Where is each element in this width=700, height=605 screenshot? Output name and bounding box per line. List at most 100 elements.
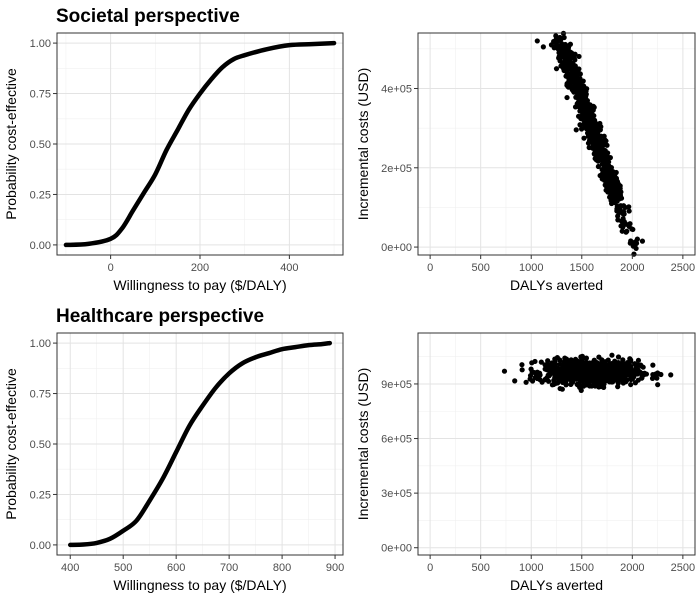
scatter-point	[635, 371, 641, 377]
scatter-point	[542, 362, 548, 368]
scatter-point	[577, 383, 583, 389]
scatter-point	[597, 147, 603, 153]
y-tick-label: 9e+05	[381, 379, 412, 391]
scatter-point	[592, 374, 599, 381]
scatter-point	[592, 148, 599, 154]
y-tick-label: 0e+00	[381, 242, 412, 254]
scatter-point	[568, 357, 574, 363]
x-axis-label: DALYs averted	[510, 577, 603, 593]
scatter-point	[589, 368, 595, 374]
scatter-point	[615, 380, 621, 386]
scatter-point	[565, 363, 571, 369]
scatter-point	[577, 359, 584, 365]
scatter-point	[581, 83, 587, 89]
scatter-point	[626, 363, 633, 370]
scatter-point	[598, 124, 604, 130]
scatter-point	[639, 238, 646, 244]
scatter-point	[532, 358, 538, 365]
scatter-point	[613, 169, 619, 176]
scatter-point	[601, 177, 608, 183]
scatter-point	[616, 376, 622, 382]
y-tick-label: 1.00	[30, 38, 51, 50]
scatter-point	[639, 370, 645, 376]
scatter-point	[548, 42, 555, 48]
y-tick-label: 0.50	[30, 439, 51, 451]
scatter-point	[586, 372, 592, 379]
scatter-point	[588, 364, 595, 370]
scatter-point	[615, 217, 621, 223]
scatter-point	[583, 363, 589, 369]
scatter-point	[590, 116, 596, 122]
x-tick-label: 1000	[519, 562, 543, 574]
y-tick-label: 0.25	[30, 189, 51, 201]
scatter-point	[650, 371, 656, 378]
x-tick-label: 600	[167, 562, 185, 574]
scatter-point	[593, 370, 599, 376]
panel-bottom-right: 0 500 1000 1500 2000 2500 0e+00 3e+05 6e+05 9e+05…	[355, 332, 696, 593]
x-tick-label: 2000	[620, 262, 644, 274]
scatter-point	[564, 94, 570, 101]
scatter-point	[596, 384, 602, 390]
scatter-point	[570, 367, 576, 373]
x-tick-label: 700	[220, 562, 238, 574]
scatter-point	[568, 67, 574, 73]
scatter-point	[599, 357, 605, 363]
x-tick-label: 2500	[671, 562, 695, 574]
scatter-point	[542, 366, 548, 372]
y-tick-label: 0.75	[30, 389, 51, 401]
scatter-point	[534, 38, 540, 44]
scatter-point	[573, 127, 579, 133]
scatter-point	[617, 196, 623, 202]
panel-border	[417, 332, 696, 556]
scatter-point	[614, 362, 620, 368]
scatter-point	[628, 381, 634, 388]
scatter-point	[655, 382, 661, 388]
scatter-point	[586, 379, 592, 386]
scatter-point	[611, 370, 617, 376]
y-tick-label: 0.25	[30, 489, 51, 501]
scatter-point	[608, 171, 614, 178]
y-tick-label: 0.00	[30, 240, 51, 252]
scatter-point	[626, 208, 632, 214]
x-tick-label: 0	[427, 262, 433, 274]
scatter-point	[598, 371, 604, 377]
scatter-point	[523, 379, 529, 385]
scatter-point	[622, 361, 628, 367]
scatter-point	[595, 163, 601, 170]
scatter-point	[591, 126, 597, 133]
scatter-point	[650, 362, 656, 368]
scatter-point	[605, 182, 612, 188]
scatter-point	[576, 53, 582, 60]
scatter-point	[627, 240, 633, 246]
scatter-point	[602, 137, 608, 143]
scatter-point	[568, 49, 574, 56]
x-tick-label: 400	[280, 262, 298, 274]
scatter-point	[600, 171, 606, 177]
scatter-point	[634, 236, 640, 242]
ceac-curve	[67, 340, 333, 548]
scatter-point	[596, 140, 602, 147]
scatter-point	[603, 372, 609, 379]
x-tick-label: 2000	[620, 562, 644, 574]
scatter-point	[534, 375, 540, 382]
x-tick-label: 2500	[671, 262, 695, 274]
scatter-point	[668, 372, 674, 378]
scatter-point	[552, 375, 558, 381]
scatter-point	[579, 375, 585, 381]
scatter-point	[582, 94, 588, 100]
scatter-point	[512, 378, 518, 384]
scatter-point	[600, 367, 606, 373]
scatter-point	[569, 379, 576, 385]
scatter-point	[552, 361, 559, 368]
scatter-point	[624, 228, 630, 234]
x-tick-label: 400	[61, 562, 79, 574]
x-tick-label: 200	[191, 262, 209, 274]
scatter-point	[575, 89, 581, 96]
ceac-curve	[63, 40, 337, 248]
scatter-point	[621, 379, 627, 385]
y-tick-label: 6e+05	[381, 434, 412, 446]
scatter-point	[604, 162, 610, 169]
scatter-point	[581, 135, 587, 141]
scatter-point	[553, 33, 559, 39]
scatter-point	[567, 62, 573, 69]
